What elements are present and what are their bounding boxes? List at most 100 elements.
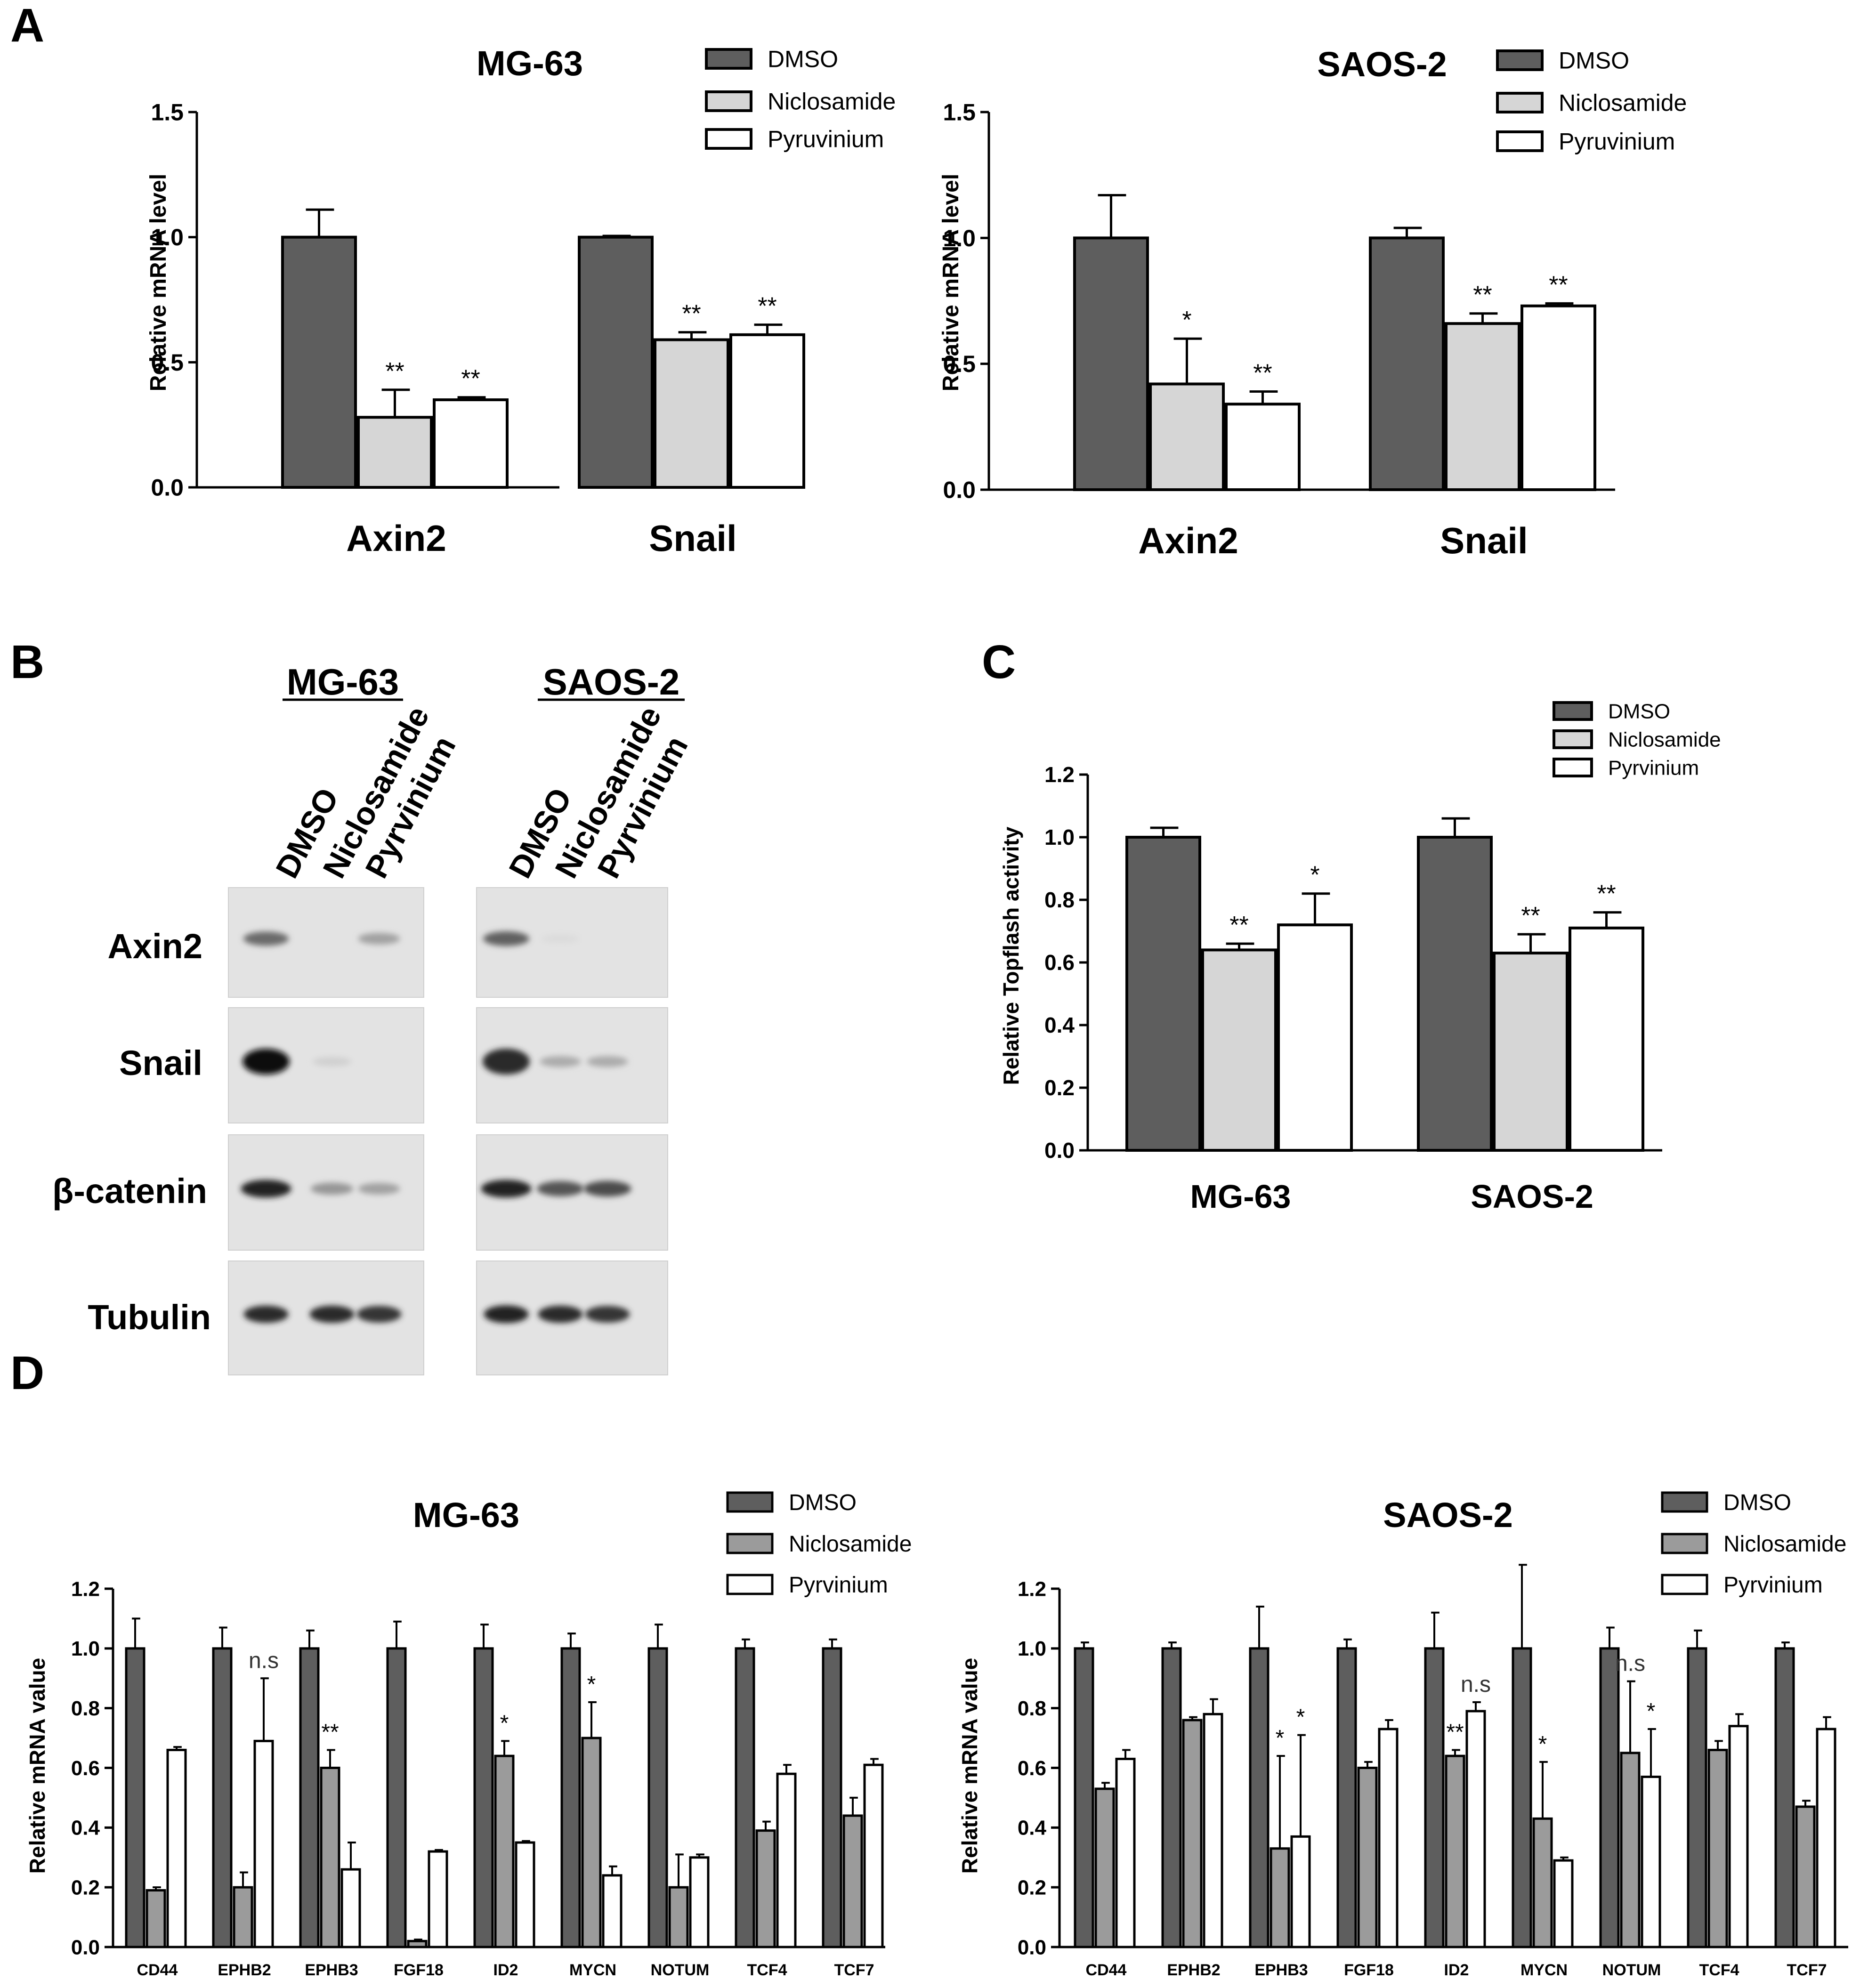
x-tick-label: Axin2 — [1138, 520, 1238, 561]
y-tick-label: 1.2 — [1044, 762, 1075, 787]
legend-swatch — [1496, 92, 1544, 113]
y-tick-label: 0.0 — [943, 477, 976, 503]
bar-dmso — [125, 1647, 146, 1948]
bar-niclosamide — [1270, 1847, 1290, 1948]
bar-dmso — [1369, 236, 1445, 492]
legend-label: Pyrvinium — [1608, 756, 1699, 779]
significance-label: ** — [385, 358, 404, 385]
bar-niclosamide — [494, 1754, 515, 1948]
blot-band — [243, 1305, 289, 1323]
legend-swatch — [705, 48, 752, 70]
bar-niclosamide — [1707, 1748, 1728, 1948]
blot-row-label: Tubulin — [88, 1298, 211, 1337]
legend-swatch — [726, 1533, 774, 1554]
legend-swatch — [1553, 729, 1593, 749]
blot-band — [356, 1306, 402, 1323]
blot-band — [312, 1057, 352, 1067]
bar-niclosamide — [1445, 322, 1520, 491]
x-tick-label: FGF18 — [394, 1961, 444, 1979]
significance-label: ** — [1446, 1720, 1464, 1745]
legend-swatch — [1496, 130, 1544, 152]
bar-niclosamide — [407, 1940, 428, 1948]
significance-label: ** — [1473, 282, 1492, 309]
x-tick-label: EPHB3 — [305, 1961, 358, 1979]
legend-label: Pyruvinium — [768, 126, 884, 153]
bar-niclosamide — [320, 1767, 340, 1948]
legend-label: Niclosamide — [1723, 1532, 1846, 1557]
bar-dmso — [560, 1647, 581, 1948]
y-tick-label: 1.0 — [1044, 825, 1075, 849]
bar-niclosamide — [1094, 1787, 1115, 1948]
significance-label: n.s — [249, 1648, 279, 1673]
legend-swatch — [726, 1574, 774, 1595]
y-tick-label: 0.4 — [71, 1817, 100, 1840]
bar-dmso — [1417, 836, 1493, 1152]
y-tick-label: 0.6 — [1018, 1757, 1046, 1780]
legend-swatch — [1661, 1574, 1708, 1595]
bar-dmso — [1161, 1647, 1182, 1948]
bar-niclosamide — [1532, 1817, 1553, 1948]
legend-label: DMSO — [789, 1490, 857, 1515]
bar-pyrvinium — [1378, 1728, 1399, 1948]
legend-label: DMSO — [1723, 1490, 1791, 1515]
x-tick-label: EPHB3 — [1254, 1961, 1308, 1979]
legend-label: Pyrvinium — [789, 1573, 888, 1598]
blot-cellline-mg63: MG-63 — [287, 661, 399, 703]
bar-dmso — [735, 1647, 755, 1948]
y-tick-label: 0.6 — [1044, 950, 1075, 975]
blot-band — [585, 1306, 630, 1323]
bar-dmso — [1074, 1647, 1094, 1948]
legend-swatch — [1661, 1533, 1708, 1554]
legend-swatch — [705, 128, 752, 150]
y-axis-label: Relative Topflash activity — [999, 826, 1023, 1085]
bar-pyruvinium — [729, 333, 805, 489]
x-tick-label: Snail — [649, 517, 736, 559]
bar-dmso — [1249, 1647, 1270, 1948]
y-tick-label: 1.0 — [1018, 1637, 1046, 1660]
bar-dmso — [386, 1647, 407, 1948]
bar-pyrvinium — [166, 1748, 187, 1948]
bar-niclosamide — [755, 1829, 776, 1948]
significance-label: ** — [1253, 359, 1272, 387]
x-tick-label: MYCN — [569, 1961, 616, 1979]
significance-label: ** — [321, 1720, 339, 1745]
bar-pyrvinium — [1816, 1728, 1836, 1948]
blot-band — [481, 1180, 532, 1198]
y-tick-label: 1.2 — [1018, 1577, 1046, 1600]
blot-band — [310, 1182, 354, 1195]
bar-pyrvinium — [515, 1841, 535, 1948]
x-tick-label: ID2 — [493, 1961, 518, 1979]
blot-band — [537, 1181, 584, 1196]
blot-band — [483, 1049, 530, 1075]
chart-a-mg63: MG-63 Relative mRNA level 0.0 0.5 1.0 1.5 ** **… — [146, 44, 896, 559]
bar-dmso — [578, 235, 654, 489]
y-axis-label: Relative mRNA level — [938, 174, 963, 391]
chart-c-topflash: Relative Topflash activity 0.0 0.2 0.4 0.6 0.… — [999, 700, 1721, 1215]
significance-label: * — [587, 1672, 596, 1697]
y-tick-label: 0.8 — [71, 1697, 100, 1720]
bar-pyrvinium — [776, 1772, 797, 1948]
x-tick-label: CD44 — [1086, 1961, 1127, 1979]
blot-band — [358, 933, 400, 945]
legend-swatch — [1496, 49, 1544, 71]
blot-cellline-saos2: SAOS-2 — [543, 661, 679, 703]
bar-pyrvinium — [602, 1874, 623, 1948]
x-tick-label: TCF4 — [747, 1961, 787, 1979]
significance-label: ** — [758, 293, 776, 320]
blot-row-label: Axin2 — [107, 927, 202, 966]
y-tick-label: 1.0 — [943, 225, 976, 251]
bar-pyrvinium — [340, 1868, 361, 1948]
bar-pyrvinium — [1728, 1725, 1749, 1948]
panel-letter-d: D — [10, 1347, 44, 1399]
legend-label: Niclosamide — [1559, 90, 1687, 116]
chart-title: MG-63 — [477, 44, 583, 83]
bar-pyrvinium — [1277, 923, 1353, 1152]
significance-label: ** — [461, 365, 480, 393]
x-tick-label: TCF7 — [1787, 1961, 1827, 1979]
bar-niclosamide — [357, 416, 433, 489]
y-tick-label: 0.2 — [1018, 1876, 1046, 1899]
x-tick-label: TCF7 — [834, 1961, 874, 1979]
y-tick-label: 1.0 — [151, 224, 184, 251]
